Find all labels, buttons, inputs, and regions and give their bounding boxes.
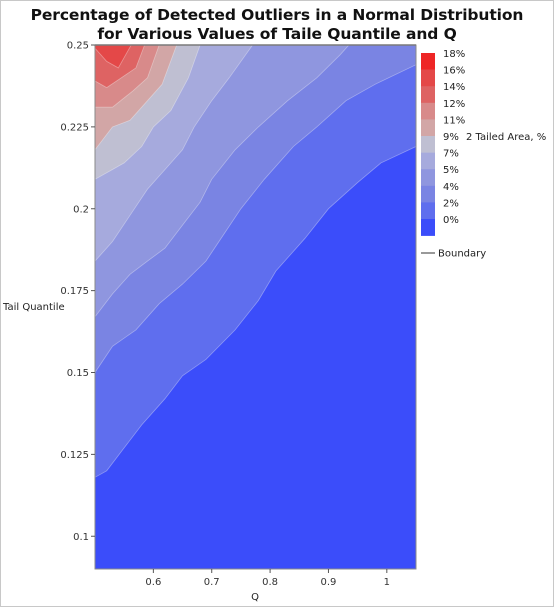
legend-level-label: 2% [443, 198, 459, 209]
legend-level-label: 5% [443, 165, 459, 176]
y-tick-label: 0.125 [60, 450, 89, 461]
legend-swatch [421, 169, 435, 187]
contour-line-14 [95, 45, 145, 89]
legend-swatch [421, 202, 435, 220]
legend-swatch [421, 219, 435, 236]
legend-swatch [421, 53, 435, 70]
legend-swatch [421, 136, 435, 153]
contour-line-7 [95, 45, 253, 262]
legend-level-label: 16% [443, 66, 465, 77]
contour-band-16 [95, 45, 132, 68]
legend: 18% 16% 14% 12% 11% 9% 7% 5% 4% 2% 0% 2 Tailed Area… [421, 49, 546, 260]
legend-level-label: 14% [443, 82, 465, 93]
contour-line-5 [95, 45, 350, 318]
contour-line-12 [95, 45, 160, 108]
legend-level-label: 9% [443, 132, 459, 143]
x-tick-label: 0.6 [145, 577, 161, 588]
legend-swatch [421, 69, 435, 87]
legend-swatch [421, 86, 435, 104]
legend-level-label: 12% [443, 99, 465, 110]
x-tick-label: 0.9 [321, 577, 337, 588]
legend-swatch [421, 185, 435, 203]
legend-boundary-label: Boundary [438, 249, 486, 260]
x-tick-label: 1 [384, 577, 390, 588]
x-tick-label: 0.8 [262, 577, 278, 588]
chart-subtitle: for Various Values of Taile Quantile and… [97, 25, 457, 43]
contour-line-2 [95, 146, 416, 478]
y-axis: 0.1 0.125 0.15 0.175 0.2 0.225 0.25 [60, 41, 95, 543]
chart-title: Percentage of Detected Outliers in a Nor… [30, 6, 524, 24]
y-tick-label: 0.175 [60, 286, 89, 297]
legend-title: 2 Tailed Area, % [466, 132, 546, 143]
legend-level-label: 4% [443, 182, 459, 193]
legend-swatch [421, 102, 435, 120]
contour-bands [95, 45, 416, 569]
x-tick-label: 0.7 [204, 577, 220, 588]
legend-level-label: 0% [443, 215, 459, 226]
y-tick-label: 0.15 [67, 368, 89, 379]
contour-line-11 [95, 45, 178, 151]
legend-swatch [421, 152, 435, 170]
y-tick-label: 0.225 [60, 122, 89, 133]
contour-lines [95, 45, 416, 478]
y-axis-label: Tail Quantile [2, 302, 65, 313]
legend-swatch [421, 119, 435, 137]
y-tick-label: 0.25 [67, 41, 89, 52]
x-axis: 0.6 0.7 0.8 0.9 1 [145, 569, 390, 588]
y-tick-label: 0.1 [73, 532, 89, 543]
legend-level-label: 18% [443, 49, 465, 60]
x-axis-label: Q [251, 592, 259, 603]
y-tick-label: 0.2 [73, 204, 89, 215]
contour-line-16 [95, 45, 132, 69]
legend-level-label: 7% [443, 149, 459, 160]
legend-level-label: 11% [443, 115, 465, 126]
contour-line-4 [95, 64, 416, 373]
contour-line-9 [95, 45, 201, 180]
